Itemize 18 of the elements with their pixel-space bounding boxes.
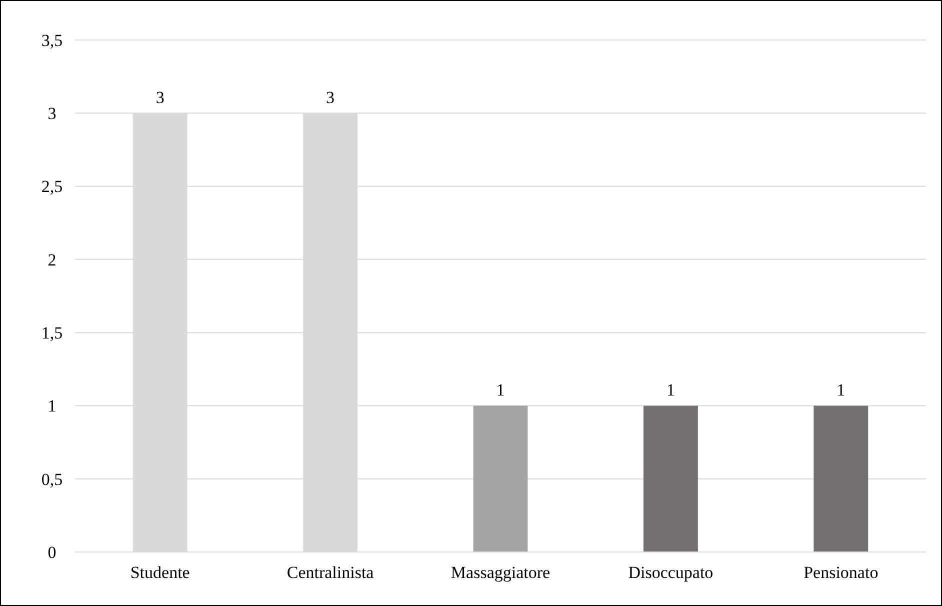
y-tick-label: 3	[48, 104, 56, 124]
data-label: 1	[666, 380, 675, 400]
data-label: 3	[156, 88, 164, 108]
y-tick-label: 0,5	[41, 470, 63, 489]
y-tick-label: 1	[48, 396, 56, 416]
x-tick-label: Studente	[130, 563, 190, 582]
x-tick-label: Disoccupato	[628, 563, 714, 582]
x-tick-label: Centralinista	[286, 563, 374, 582]
y-tick-label: 2	[48, 250, 56, 270]
data-label: 1	[836, 380, 846, 400]
x-tick-label: Massaggiatore	[450, 563, 550, 582]
data-label: 1	[496, 380, 505, 400]
data-label: 3	[326, 88, 335, 108]
y-tick-label: 2,5	[41, 177, 63, 196]
x-tick-label: Pensionato	[804, 563, 878, 582]
y-tick-label: 3,5	[41, 30, 63, 50]
y-tick-label: 0	[48, 542, 56, 562]
y-tick-label: 1,5	[41, 324, 63, 343]
